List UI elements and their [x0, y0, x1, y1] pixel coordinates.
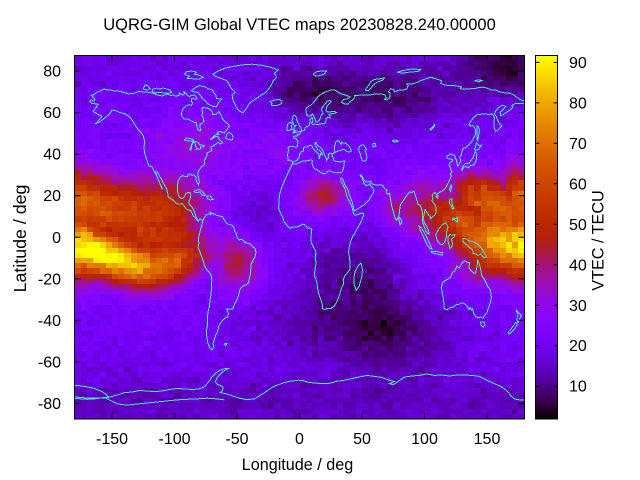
svg-text:50: 50 [569, 217, 587, 234]
svg-text:-100: -100 [158, 431, 190, 448]
svg-text:150: 150 [474, 431, 501, 448]
svg-text:50: 50 [353, 431, 371, 448]
svg-text:-60: -60 [38, 354, 61, 371]
svg-text:VTEC / TECU: VTEC / TECU [590, 190, 608, 290]
svg-text:40: 40 [569, 257, 587, 274]
svg-text:-80: -80 [38, 396, 61, 413]
svg-text:100: 100 [411, 431, 438, 448]
svg-text:Longitude / deg: Longitude / deg [242, 456, 354, 474]
svg-text:60: 60 [43, 105, 61, 122]
svg-text:70: 70 [569, 136, 587, 153]
svg-text:-50: -50 [225, 431, 248, 448]
svg-text:-150: -150 [96, 431, 128, 448]
svg-text:20: 20 [569, 338, 587, 355]
svg-text:0: 0 [295, 431, 304, 448]
svg-text:30: 30 [569, 298, 587, 315]
svg-text:-40: -40 [38, 313, 61, 330]
svg-text:40: 40 [43, 147, 61, 164]
svg-text:Latitude / deg: Latitude / deg [10, 185, 30, 293]
svg-text:0: 0 [52, 230, 61, 247]
svg-text:90: 90 [569, 55, 587, 72]
svg-text:60: 60 [569, 176, 587, 193]
svg-text:10: 10 [569, 379, 587, 396]
svg-text:-20: -20 [38, 271, 61, 288]
svg-text:80: 80 [43, 64, 61, 81]
svg-text:80: 80 [569, 95, 587, 112]
svg-text:UQRG-GIM Global VTEC maps 2023: UQRG-GIM Global VTEC maps 20230828.240.0… [103, 16, 496, 34]
svg-text:20: 20 [43, 188, 61, 205]
